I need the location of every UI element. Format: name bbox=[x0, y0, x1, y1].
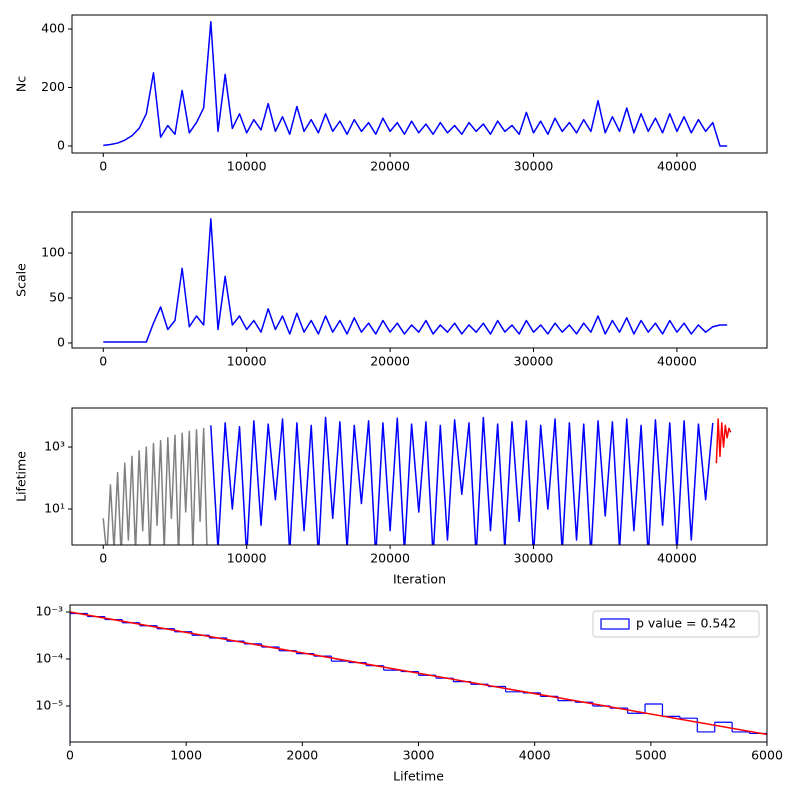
y-tick-label: 400 bbox=[41, 21, 65, 36]
plot-area bbox=[102, 416, 732, 545]
y-tick-label: 10⁻⁵ bbox=[35, 697, 63, 712]
x-tick-label: 40000 bbox=[657, 551, 697, 566]
x-axis-label: Lifetime bbox=[393, 769, 444, 784]
x-tick-label: 4000 bbox=[519, 748, 551, 763]
x-tick-label: 0 bbox=[66, 748, 74, 763]
y-axis-label: Nc bbox=[14, 76, 29, 92]
data-line bbox=[210, 416, 714, 545]
x-tick-label: 40000 bbox=[657, 354, 697, 369]
x-tick-label: 20000 bbox=[370, 551, 410, 566]
x-tick-label: 20000 bbox=[370, 354, 410, 369]
axes-frame bbox=[71, 211, 768, 349]
legend-swatch bbox=[600, 618, 630, 630]
y-tick-label: 50 bbox=[49, 289, 65, 304]
x-tick-label: 20000 bbox=[370, 159, 410, 174]
legend-box bbox=[592, 610, 760, 638]
x-tick-label: 0 bbox=[99, 551, 107, 566]
x-tick-label: 5000 bbox=[635, 748, 667, 763]
data-line bbox=[102, 427, 208, 545]
plot-area bbox=[103, 20, 728, 147]
y-tick-label: 0 bbox=[57, 137, 65, 152]
x-tick-label: 1000 bbox=[170, 748, 202, 763]
x-tick-label: 40000 bbox=[657, 159, 697, 174]
y-tick-label: 200 bbox=[41, 79, 65, 94]
x-tick-label: 3000 bbox=[403, 748, 435, 763]
data-line bbox=[70, 611, 767, 736]
x-axis-label: Iteration bbox=[393, 572, 446, 587]
axes-frame bbox=[71, 14, 768, 154]
x-tick-label: 10000 bbox=[227, 551, 267, 566]
x-tick-label: 0 bbox=[99, 354, 107, 369]
y-axis-label: Lifetime bbox=[14, 451, 29, 502]
x-tick-label: 10000 bbox=[227, 159, 267, 174]
axes-frame bbox=[71, 407, 768, 546]
y-tick-label: 10³ bbox=[44, 439, 65, 454]
data-line bbox=[715, 418, 732, 464]
legend-label: p value = 0.542 bbox=[636, 616, 736, 631]
data-line bbox=[103, 218, 728, 343]
x-tick-label: 6000 bbox=[751, 748, 783, 763]
axes-frame bbox=[69, 604, 768, 743]
y-axis-label: Scale bbox=[14, 263, 29, 297]
plot-area bbox=[103, 218, 728, 343]
x-tick-label: 30000 bbox=[514, 354, 554, 369]
y-tick-label: 10¹ bbox=[44, 501, 65, 516]
y-tick-label: 10⁻⁴ bbox=[35, 650, 63, 665]
x-tick-label: 30000 bbox=[514, 551, 554, 566]
y-tick-label: 10⁻³ bbox=[35, 604, 63, 619]
x-tick-label: 10000 bbox=[227, 354, 267, 369]
y-tick-label: 100 bbox=[41, 245, 65, 260]
x-tick-label: 30000 bbox=[514, 159, 554, 174]
plot-area bbox=[70, 611, 767, 742]
data-line bbox=[103, 20, 728, 147]
y-tick-label: 0 bbox=[57, 334, 65, 349]
x-tick-label: 0 bbox=[99, 159, 107, 174]
x-tick-label: 2000 bbox=[286, 748, 318, 763]
